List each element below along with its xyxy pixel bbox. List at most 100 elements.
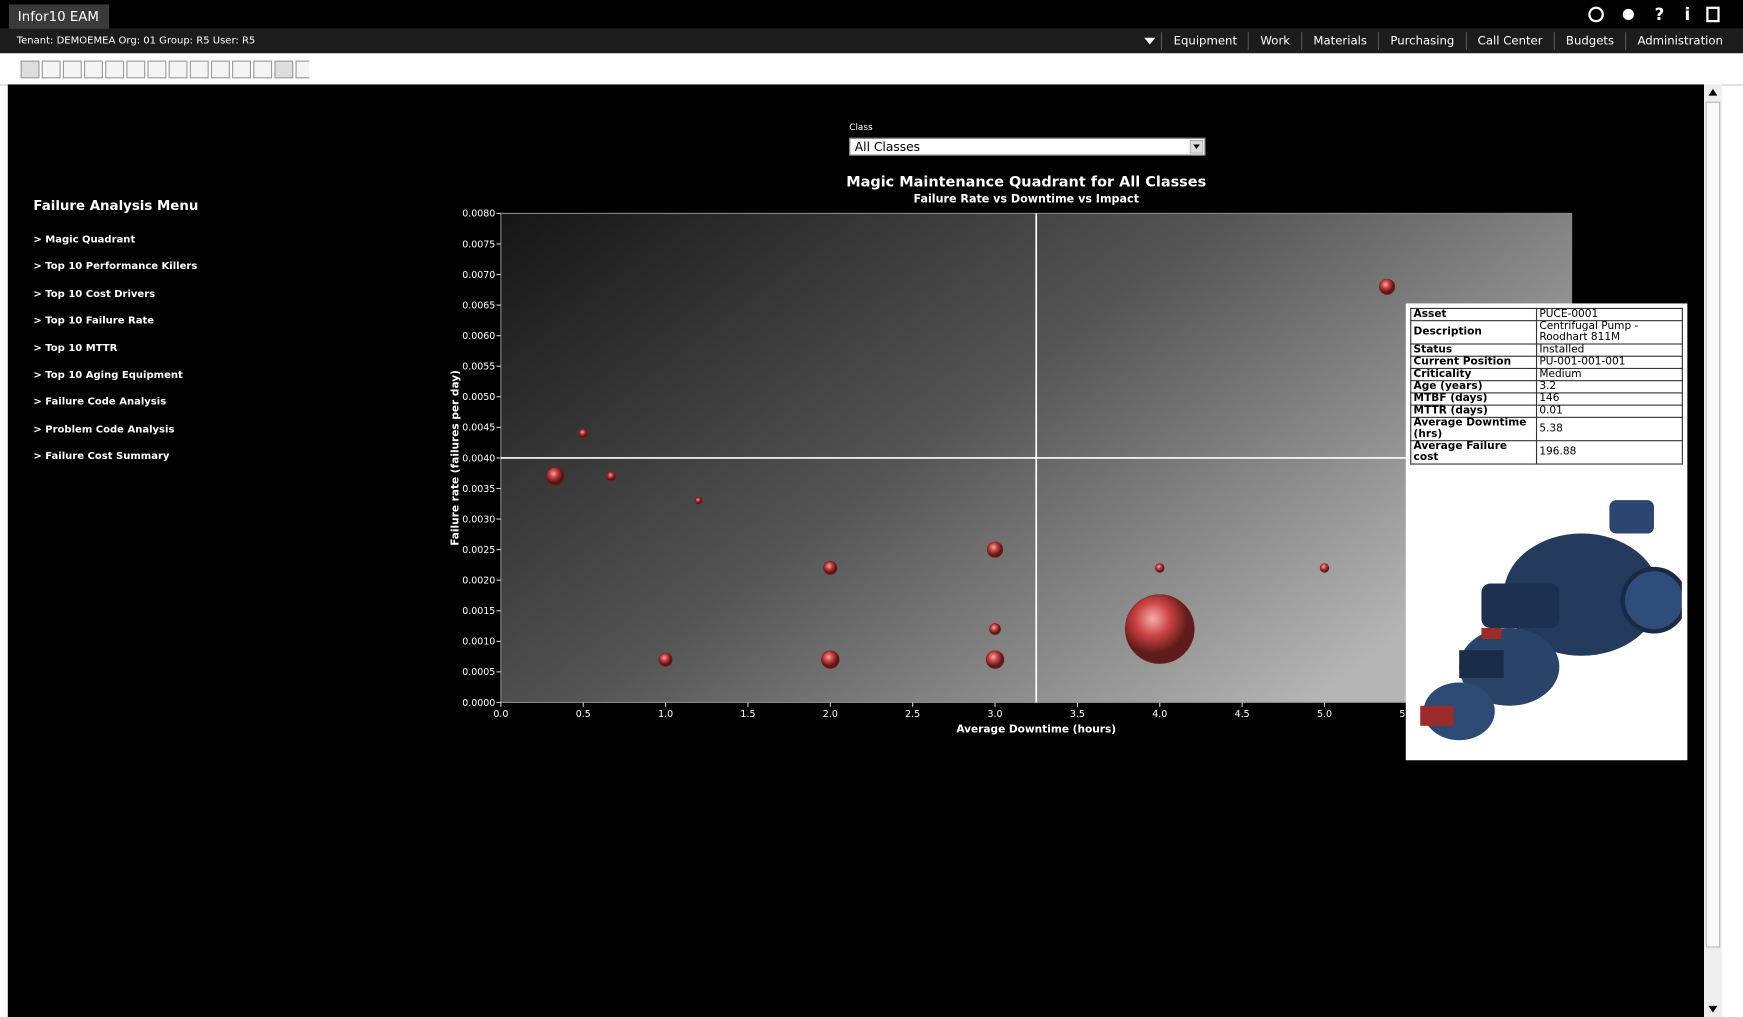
toolbar-button[interactable] <box>62 60 82 79</box>
tooltip-value: 196.88 <box>1535 440 1683 465</box>
context-bar: Tenant: DEMOEMEA Org: 01 Group: R5 User:… <box>0 28 1743 54</box>
tooltip-key: MTBF (days) <box>1410 392 1538 406</box>
x-tick-label: 2.0 <box>823 709 838 720</box>
y-tick-label: 0.0005 <box>462 667 495 678</box>
logout-icon[interactable] <box>1706 6 1720 23</box>
pump-image <box>1414 494 1682 757</box>
toolbar-button[interactable] <box>232 60 251 79</box>
bubble <box>606 471 616 481</box>
menu-link[interactable]: > Failure Cost Summary <box>33 451 170 463</box>
tooltip-value: 146 <box>1535 392 1683 406</box>
tooltip-key: Age (years) <box>1410 380 1538 394</box>
asset-table: Asset PUCE-0001 Description Centrifugal Pum… <box>1410 307 1683 465</box>
y-tick-label: 0.0025 <box>462 545 495 556</box>
y-tick-label: 0.0035 <box>462 484 495 495</box>
select-arrow <box>1189 140 1204 154</box>
filter-label: Class <box>849 122 873 133</box>
y-tick-label: 0.0010 <box>462 637 495 648</box>
menu-link[interactable]: > Magic Quadrant <box>33 234 136 246</box>
x-tick-label: 0.5 <box>576 709 591 720</box>
y-axis-label: Failure rate (failures per day) <box>450 370 462 546</box>
toolbar-button[interactable] <box>147 60 167 79</box>
bubble <box>694 497 703 505</box>
bubble <box>986 541 1004 558</box>
x-tick-label: 4.0 <box>1152 709 1167 720</box>
menu-link[interactable]: > Top 10 Aging Equipment <box>33 370 183 382</box>
toolbar-button[interactable] <box>295 60 310 79</box>
bubble <box>1379 278 1396 295</box>
y-tick-label: 0.0020 <box>462 576 495 587</box>
tooltip-row: Current Position PU-001-001-001 <box>1410 355 1683 370</box>
x-tick-label: 3.5 <box>1070 709 1085 720</box>
tooltip-value: Centrifugal Pump - Roodhart 811M <box>1535 320 1683 345</box>
toolbar-button[interactable] <box>126 60 146 79</box>
toolbar-button[interactable] <box>210 60 230 79</box>
tooltip-value: PU-001-001-001 <box>1535 355 1683 370</box>
nav-dropdown[interactable] <box>1139 36 1161 47</box>
x-tick-label: 4.5 <box>1235 709 1250 720</box>
tooltip-value: Medium <box>1535 367 1683 382</box>
toolbar-button[interactable] <box>253 60 273 79</box>
menu-link[interactable]: > Top 10 Performance Killers <box>33 261 198 273</box>
bubble <box>985 650 1005 669</box>
nav-item[interactable]: Work <box>1248 32 1301 51</box>
info-icon[interactable]: i <box>1684 5 1690 24</box>
scrollbar[interactable] <box>1704 84 1722 1017</box>
menu-title: Failure Analysis Menu <box>33 197 199 214</box>
nav: Equipment Work Materials Purchasing Call Cen… <box>1139 29 1734 53</box>
nav-item[interactable]: Purchasing <box>1378 32 1465 51</box>
tenant-info: Tenant: DEMOEMEA Org: 01 Group: R5 User:… <box>16 35 256 47</box>
tooltip-value: Installed <box>1535 343 1683 357</box>
toolbar-button[interactable] <box>84 60 103 79</box>
x-tick-label: 1.0 <box>658 709 673 720</box>
tooltip-row: Description Centrifugal Pump - Roodhart 8… <box>1410 320 1683 345</box>
settings-icon[interactable] <box>1622 8 1634 21</box>
y-tick-label: 0.0080 <box>462 209 495 220</box>
nav-item[interactable]: Budgets <box>1553 32 1626 51</box>
toolbar-button[interactable] <box>189 60 209 79</box>
menu-link[interactable]: > Problem Code Analysis <box>33 424 175 436</box>
y-tick-label: 0.0060 <box>462 331 495 342</box>
x-tick-label: 5.0 <box>1317 709 1332 720</box>
tooltip-row: MTBF (days) 146 <box>1410 392 1683 406</box>
y-tick-label: 0.0015 <box>462 606 495 617</box>
app-tab[interactable]: Infor10 EAM <box>8 4 110 29</box>
menu-link[interactable]: > Top 10 MTTR <box>33 342 118 355</box>
clock-icon[interactable] <box>1588 6 1604 23</box>
toolbar-button[interactable] <box>41 60 61 79</box>
y-tick-label: 0.0000 <box>462 698 495 709</box>
tooltip-row: Average Failure cost 196.88 <box>1410 440 1683 465</box>
toolbar-button[interactable] <box>20 60 40 79</box>
toolbar-button[interactable] <box>274 60 294 79</box>
tooltip-key: Asset <box>1410 307 1538 322</box>
tooltip-row: Age (years) 3.2 <box>1410 380 1683 394</box>
toolbar-button[interactable] <box>105 60 125 79</box>
nav-item[interactable]: Materials <box>1301 32 1378 51</box>
tooltip-row: Average Downtime (hrs) 5.38 <box>1410 416 1683 442</box>
bubble <box>546 467 565 486</box>
menu-link[interactable]: > Top 10 Failure Rate <box>33 315 155 327</box>
help-icon[interactable]: ? <box>1655 5 1665 24</box>
tooltip-key: Status <box>1410 343 1538 357</box>
nav-item[interactable]: Call Center <box>1465 32 1553 51</box>
class-select[interactable]: All Classes <box>849 137 1206 156</box>
bubble <box>821 650 840 669</box>
tooltip-row: Status Installed <box>1410 343 1683 357</box>
tooltip-value: 0.01 <box>1535 404 1683 418</box>
toolbar <box>0 53 1743 86</box>
x-axis-label: Average Downtime (hours) <box>956 723 1116 735</box>
tooltip-row: Asset PUCE-0001 <box>1410 307 1683 322</box>
tooltip-key: Description <box>1410 320 1538 345</box>
menu-link[interactable]: > Top 10 Cost Drivers <box>33 288 156 300</box>
y-tick-label: 0.0065 <box>462 300 495 311</box>
top-bar: Infor10 EAM ? i <box>0 0 1743 29</box>
toolbar-button[interactable] <box>168 60 188 79</box>
tooltip-key: Criticality <box>1410 367 1538 382</box>
menu-link[interactable]: > Failure Code Analysis <box>33 397 167 409</box>
x-tick-label: 0.0 <box>493 709 508 720</box>
nav-item[interactable]: Administration <box>1625 32 1734 51</box>
x-tick-label: 1.5 <box>740 709 755 720</box>
nav-item[interactable]: Equipment <box>1161 32 1248 51</box>
